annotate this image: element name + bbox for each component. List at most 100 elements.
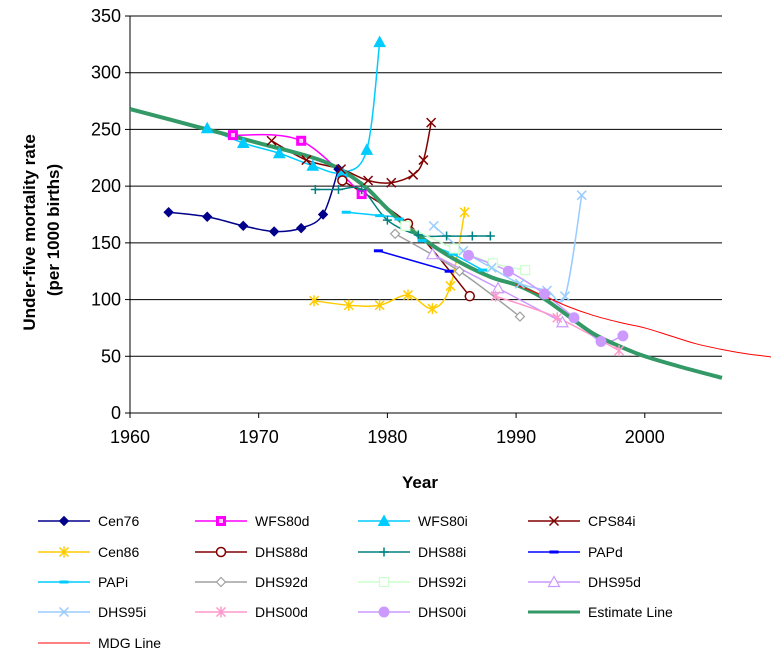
series-line-papd xyxy=(378,250,450,272)
legend-label-estimate-line: Estimate Line xyxy=(588,604,673,620)
data-point-papi xyxy=(448,252,458,256)
legend-item-cen86: Cen86 xyxy=(38,544,139,560)
data-point-dhs88i xyxy=(467,231,477,241)
series-line-cps84i xyxy=(271,122,432,184)
data-point-cps84i xyxy=(336,164,347,175)
y-tick-label: 150 xyxy=(91,233,121,253)
legend-label-mdg-line: MDG Line xyxy=(98,635,161,651)
legend-item-cps84i: CPS84i xyxy=(528,513,635,529)
data-point-dhs88i xyxy=(333,185,343,195)
data-point-wfs80i xyxy=(360,143,374,155)
data-point-papi xyxy=(478,268,488,272)
data-point-cen76 xyxy=(202,211,213,222)
legend-item-dhs95d: DHS95d xyxy=(528,574,641,590)
legend-marker-wfs80d-inner xyxy=(219,519,223,523)
data-point-cps84i xyxy=(363,175,374,186)
data-point-dhs92i xyxy=(449,243,460,254)
legend-marker-papd xyxy=(549,550,559,554)
legend-label-dhs92d: DHS92d xyxy=(255,574,308,590)
legend-marker-dhs95d xyxy=(547,575,561,588)
data-point-cen86 xyxy=(445,280,456,292)
x-tick-label: 1990 xyxy=(496,427,536,447)
legend-marker-wfs80i xyxy=(377,514,391,526)
data-point-dhs00i xyxy=(538,288,550,300)
data-point-dhs88d xyxy=(337,175,348,186)
y-tick-label: 350 xyxy=(91,6,121,26)
y-tick-label: 200 xyxy=(91,176,121,196)
data-point-dhs95i xyxy=(428,220,439,231)
legend-item-dhs92d: DHS92d xyxy=(195,574,308,590)
legend-item-dhs92i: DHS92i xyxy=(358,574,466,590)
legend-label-cen76: Cen76 xyxy=(98,513,139,529)
data-point-papi xyxy=(375,214,385,218)
legend-item-estimate-line: Estimate Line xyxy=(528,604,673,620)
data-point-cps84i xyxy=(301,155,312,166)
data-point-dhs92d xyxy=(454,265,465,277)
y-tick-label: 250 xyxy=(91,119,121,139)
legend-item-dhs88i: DHS88i xyxy=(358,544,466,560)
data-point-dhs00i xyxy=(617,330,629,342)
legend-item-dhs95i: DHS95i xyxy=(38,604,146,620)
data-point-cps84i xyxy=(426,117,437,128)
x-tick-label: 1960 xyxy=(110,427,150,447)
data-point-dhs95d xyxy=(425,247,439,260)
y-tick-label: 0 xyxy=(111,403,121,423)
data-point-dhs92i xyxy=(519,264,531,276)
legend-label-dhs00i: DHS00i xyxy=(418,604,466,620)
x-tick-label: 1980 xyxy=(367,427,407,447)
data-point-cps84i xyxy=(266,135,277,146)
x-tick-label: 2000 xyxy=(625,427,665,447)
x-axis-title: Year xyxy=(402,473,438,492)
series-line-mdg-line xyxy=(515,284,771,358)
data-point-dhs88i xyxy=(310,185,320,195)
y-tick-label: 100 xyxy=(91,290,121,310)
series-line-estimate-line xyxy=(130,107,723,380)
gridlines xyxy=(130,15,722,357)
y-tick-label: 300 xyxy=(91,63,121,83)
data-point-dhs00d xyxy=(614,345,625,357)
data-point-wfs80i xyxy=(236,136,250,149)
legend-label-dhs95i: DHS95i xyxy=(98,604,146,620)
legend-item-cen76: Cen76 xyxy=(38,513,139,529)
data-point-cps84i xyxy=(418,155,429,166)
legend-marker-dhs92i xyxy=(378,576,390,588)
data-point-dhs88i xyxy=(413,230,423,240)
legend-marker-dhs88i xyxy=(379,547,389,557)
data-point-cps84i xyxy=(386,177,397,188)
data-point-dhs95i xyxy=(514,278,525,289)
legend-marker-cen86 xyxy=(58,546,70,558)
legend-marker-dhs00d xyxy=(215,606,227,618)
data-point-dhs00d xyxy=(490,290,501,302)
series-line-cen76 xyxy=(168,168,340,233)
legend-item-dhs00d: DHS00d xyxy=(195,604,308,620)
legend-marker-dhs95i xyxy=(58,606,70,618)
series-markers xyxy=(163,35,629,357)
y-axis-title: Under-five mortality rate (per 1000 birt… xyxy=(20,129,63,330)
data-point-dhs88i xyxy=(357,185,367,195)
legend-item-dhs88d: DHS88d xyxy=(195,544,308,560)
data-point-cen86 xyxy=(374,299,385,311)
data-point-papi xyxy=(394,217,404,221)
data-point-cen86 xyxy=(343,299,354,311)
legend-label-dhs00d: DHS00d xyxy=(255,604,308,620)
data-point-dhs92i xyxy=(487,258,499,269)
data-point-wfs80d-inner xyxy=(359,192,364,197)
data-point-dhs00d xyxy=(552,312,563,324)
legend-marker-dhs92d xyxy=(215,576,227,588)
data-point-dhs00i xyxy=(568,312,580,324)
legend-label-papi: PAPi xyxy=(98,574,128,590)
axes xyxy=(125,15,722,418)
y-axis-title-line-1: Under-five mortality rate xyxy=(20,134,39,331)
series-lines xyxy=(130,41,771,380)
legend-marker-dhs88d xyxy=(215,546,227,558)
data-point-wfs80i xyxy=(373,35,387,48)
legend-item-papd: PAPd xyxy=(528,544,623,560)
y-axis-title-line-2: (per 1000 births) xyxy=(44,164,63,296)
data-point-dhs92d xyxy=(389,228,401,240)
legend-item-wfs80i: WFS80i xyxy=(358,513,468,529)
legend-item-dhs00i: DHS00i xyxy=(358,604,466,620)
legend-label-dhs88d: DHS88d xyxy=(255,544,308,560)
data-point-cen86 xyxy=(427,303,438,315)
